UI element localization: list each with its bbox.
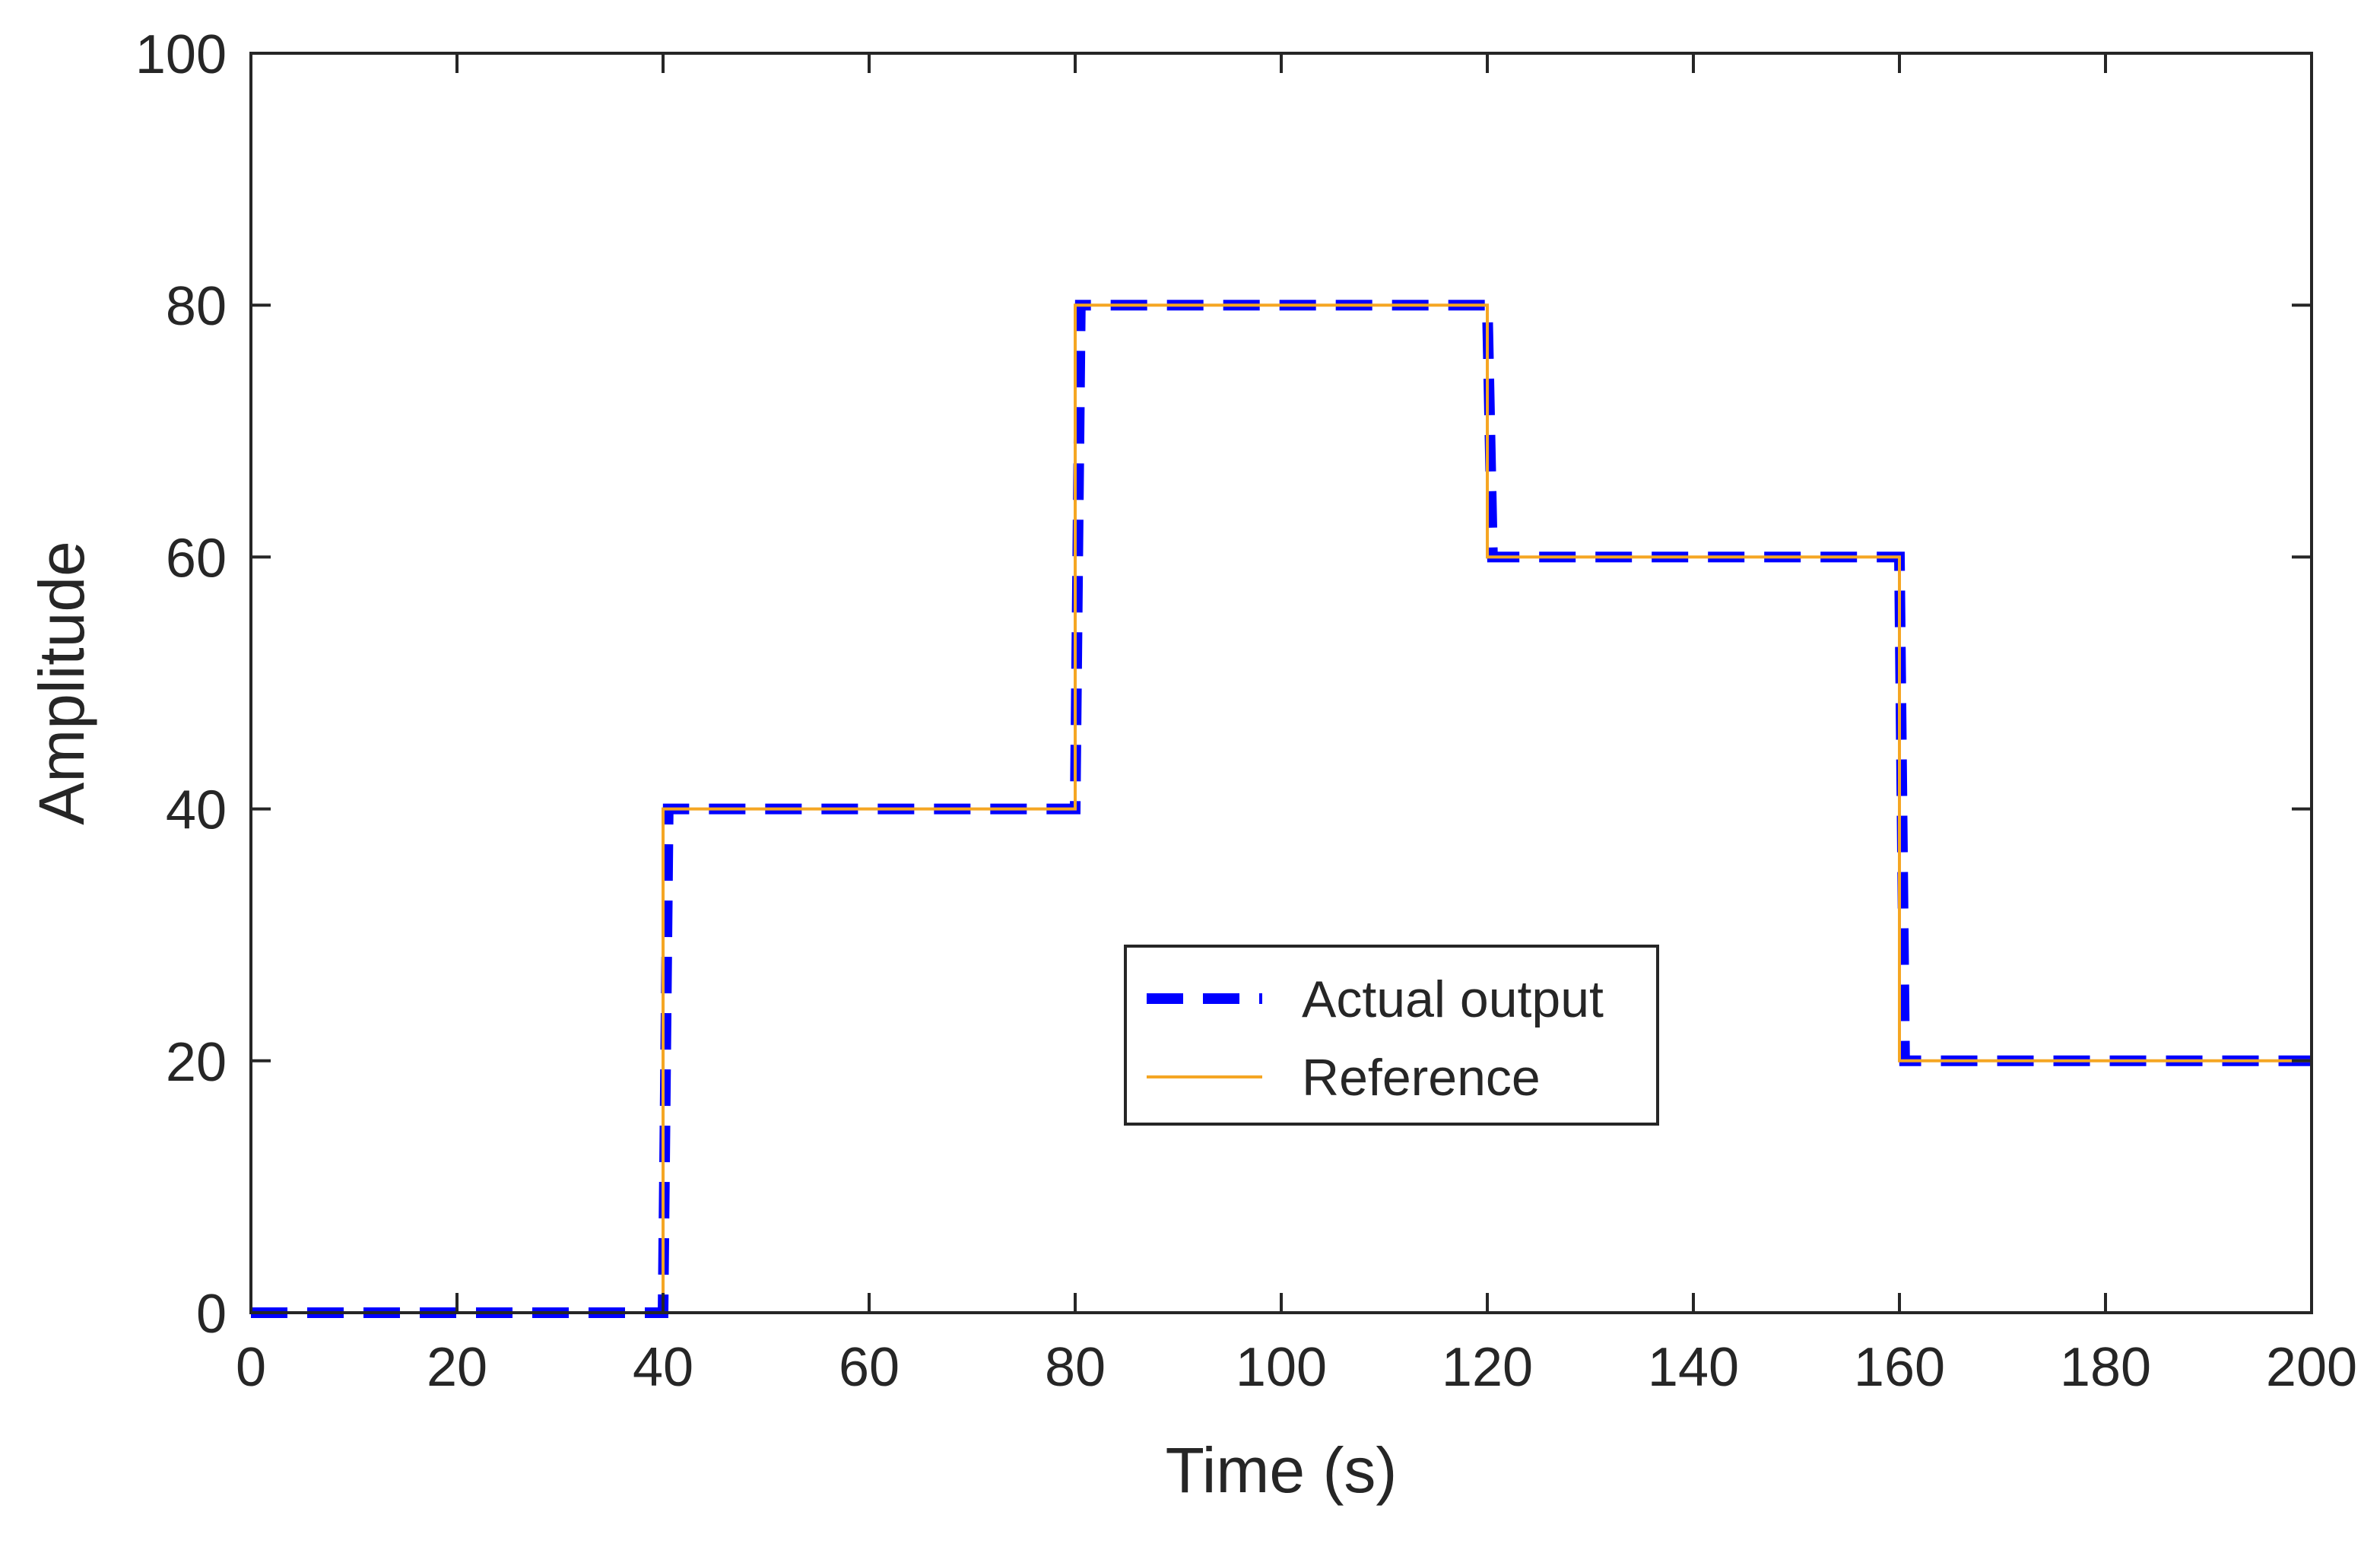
legend-label-reference: Reference [1302,1049,1541,1107]
x-tick-label: 20 [427,1337,487,1398]
plot-lines [251,300,2312,1318]
x-tick-label: 40 [633,1337,693,1398]
y-tick-label: 20 [166,1032,227,1093]
x-tick-label: 100 [1236,1337,1327,1398]
legend-label-actual-output: Actual output [1302,970,1604,1028]
x-tick-label: 60 [839,1337,900,1398]
y-tick-label: 60 [166,528,227,589]
y-tick-label: 100 [135,24,227,85]
x-tick-label: 160 [1854,1337,1945,1398]
legend-box [1124,945,1659,1126]
y-tick-label: 40 [166,780,227,841]
legend: Actual output Reference [1124,945,1659,1126]
x-tick-label: 180 [2060,1337,2151,1398]
y-axis-label: Amplitude [26,541,97,825]
y-tick-label: 0 [196,1284,227,1345]
tick-labels: 0 20 40 60 80 100 120 140 160 180 200 0 20 40 60 80 100 [135,24,2357,1398]
x-tick-label: 120 [1442,1337,1533,1398]
x-tick-label: 140 [1648,1337,1739,1398]
y-tick-label: 80 [166,276,227,337]
x-tick-label: 200 [2266,1337,2357,1398]
x-tick-label: 0 [236,1337,266,1398]
ticks [249,52,2313,1314]
series-line-reference [251,303,2312,1314]
x-axis-label: Time (s) [1166,1434,1398,1506]
x-tick-label: 80 [1045,1337,1106,1398]
